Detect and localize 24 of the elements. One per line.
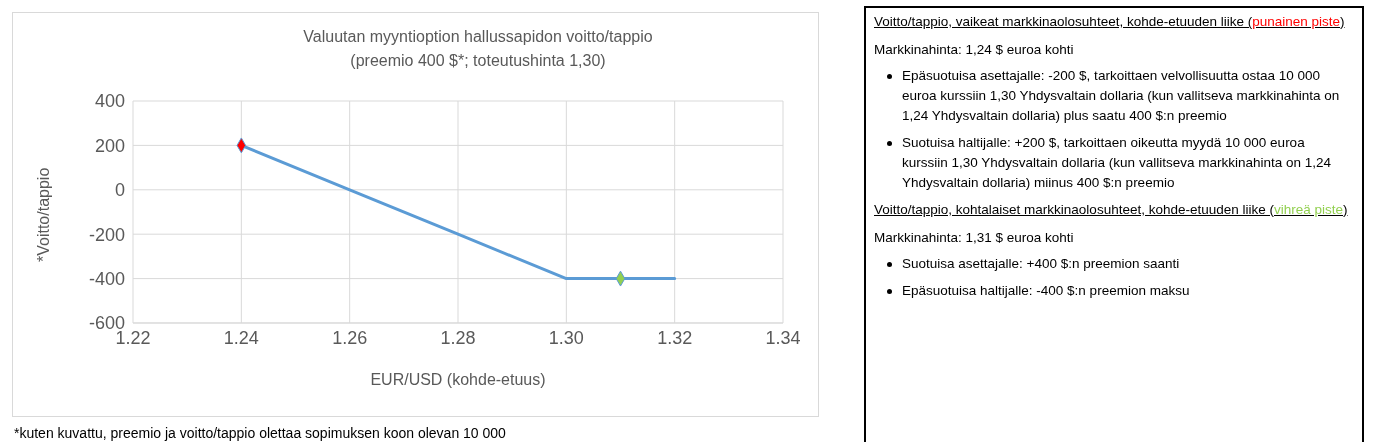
text: Voitto/tappio, kohtalaiset markkinaolosuhteet, kohde-etuuden liike (vihreä piste) (874, 202, 1348, 217)
y-tick-label: 400 (94, 91, 125, 112)
x-tick-label: 1.24 (223, 327, 259, 348)
y-tick-label: -400 (88, 268, 125, 289)
text: Suotuisa asettajalle: +400 $:n preemion saanti (902, 255, 1180, 273)
x-tick-label: 1.34 (765, 327, 801, 348)
text: *kuten kuvattu, preemio ja voitto/tappio olettaa sopimuksen koon olevan 10 000 (14, 425, 506, 441)
y-tick-label: 200 (94, 135, 125, 156)
text: Markkinahinta: 1,24 $ euroa kohti (874, 41, 1075, 59)
x-tick-label: 1.26 (332, 327, 368, 348)
x-tick-label: 1.30 (548, 327, 584, 348)
chart-title: Valuutan myyntioption hallussapidon voitto/tappio (302, 27, 654, 47)
x-tick-label: 1.28 (440, 327, 476, 348)
y-axis-title: *Voitto/tappio (34, 167, 52, 262)
y-tick-label: -200 (88, 224, 125, 245)
y-tick-label: 0 (114, 180, 125, 201)
chart-subtitle: (preemio 400 $*; toteutushinta 1,30) (349, 51, 607, 71)
text: Voitto/tappio, vaikeat markkinaolosuhteet, kohde-etuuden liike (punainen piste) (874, 14, 1345, 29)
text: Markkinahinta: 1,31 $ euroa kohti (874, 229, 1075, 247)
text: Epäsuotuisa asettajalle: -200 $, tarkoittaen velvollisuutta ostaa 10 000 euroa kurssiin 1,30 Yhdysvaltain dollaria (kun vallitseva markkinahinta on 1,24 Yhdysvaltain dollaria) plus saatu 400 $:n preemio (902, 67, 1341, 125)
x-axis-title: EUR/USD (kohde-etuus) (370, 371, 546, 388)
text: Epäsuotuisa haltijalle: -400 $:n preemion maksu (902, 282, 1190, 300)
x-tick-label: 1.32 (657, 327, 693, 348)
text: Suotuisa haltijalle: +200 $, tarkoittaen oikeutta myydä 10 000 euroa kurssiin 1,30 Yhdysvaltain dollaria (kun vallitseva markkinahinta on 1,24 Yhdysvaltain dollaria) miinus 400 $:n preemio (902, 134, 1332, 192)
